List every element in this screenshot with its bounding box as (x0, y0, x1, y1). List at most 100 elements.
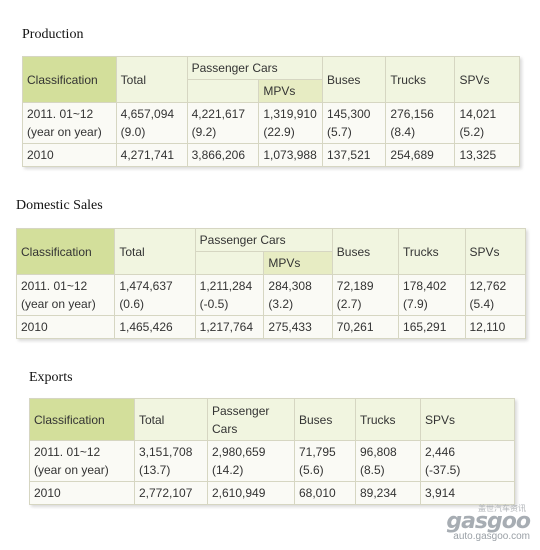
table-cell: 2010 (22, 143, 117, 167)
table-cell: (0.6) (119, 297, 144, 311)
table-row: 2010 1,465,426 1,217,764 275,433 70,261 … (15, 315, 526, 339)
table-row: 2011. 01~12 (year on year) 1,474,637 (0.6)… (15, 274, 526, 316)
header-classification: Classification (29, 398, 135, 441)
table-cell: 68,010 (294, 481, 356, 505)
table-cell: (year on year) (34, 463, 109, 477)
table-cell: (9.0) (120, 125, 146, 139)
header-spvs: SPVs (464, 228, 526, 275)
domestic-title: Domestic Sales (16, 198, 103, 213)
table-cell: 1,217,764 (194, 315, 265, 339)
domestic-table: Classification Total Passenger Cars Buse… (15, 228, 526, 339)
table-cell: (8.5) (360, 463, 385, 477)
table-cell: (-37.5) (425, 463, 461, 477)
table-cell: 3,151,708 (139, 445, 193, 459)
header-classification: Classification (22, 56, 117, 103)
table-cell: 70,261 (331, 315, 400, 339)
table-cell: 145,300 (5.7) (322, 102, 387, 144)
table-cell: (year on year) (21, 297, 96, 311)
table-cell: 12,110 (464, 315, 526, 339)
table-cell (186, 79, 260, 103)
header-trucks: Trucks (385, 56, 456, 103)
header-mpvs: MPVs (263, 251, 333, 275)
table-cell: 2011. 01~12 (27, 107, 94, 121)
table-cell: 2011. 01~12 (year on year) (29, 440, 135, 482)
table-cell: 4,221,617 (191, 107, 245, 121)
table-cell: (8.4) (390, 125, 416, 139)
table-cell: 4,271,741 (115, 143, 188, 167)
header-passenger-cars: Passenger Cars (194, 228, 333, 252)
table-cell: (5.2) (459, 125, 485, 139)
table-cell: Passenger (212, 403, 270, 418)
table-cell: 2011. 01~12 (year on year) (22, 102, 117, 144)
production-title: Production (22, 27, 84, 42)
table-cell: 4,657,094 (9.0) (115, 102, 188, 144)
table-cell: 2011. 01~12 (34, 445, 101, 459)
table-cell: (22.9) (263, 125, 295, 139)
table-cell: 284,308 (268, 279, 312, 293)
table-cell: (14.2) (212, 463, 244, 477)
header-spvs: SPVs (420, 398, 515, 441)
table-cell: 72,189 (336, 279, 374, 293)
table-cell: 276,156 (390, 107, 434, 121)
table-cell: 2011. 01~12 (year on year) (15, 274, 116, 316)
table-cell: 14,021 (459, 107, 497, 121)
watermark-brand: gasgoo (446, 509, 531, 534)
table-cell: 1,211,284 (199, 279, 253, 293)
header-spvs: SPVs (454, 56, 520, 103)
table-cell (194, 251, 265, 275)
table-cell: 1,319,910 (22.9) (258, 102, 324, 144)
table-row: 2010 4,271,741 3,866,206 1,073,988 137,5… (22, 143, 520, 167)
table-cell: 72,189 (2.7) (331, 274, 400, 316)
table-cell: 4,657,094 (120, 107, 175, 121)
table-cell: 1,073,988 (258, 143, 324, 167)
table-cell: 2,980,659 (212, 445, 266, 459)
table-cell: 2,772,107 (134, 481, 208, 505)
table-cell: 178,402 (7.9) (398, 274, 466, 316)
header-total: Total (134, 398, 208, 441)
table-cell: (9.2) (191, 125, 217, 139)
table-cell: 2,446 (425, 445, 456, 459)
table-cell: 145,300 (327, 107, 371, 121)
header-buses: Buses (294, 398, 356, 441)
table-cell: Cars (212, 421, 238, 436)
table-cell: 2010 (15, 315, 116, 339)
table-cell: 1,465,426 (114, 315, 196, 339)
table-cell: 275,433 (263, 315, 333, 339)
header-total: Total (115, 56, 188, 103)
watermark-cn: 盖世汽车资讯 (478, 504, 526, 513)
table-cell: 96,808 (360, 445, 397, 459)
table-cell: 2,446 (-37.5) (420, 440, 515, 482)
table-cell: 71,795 (5.6) (294, 440, 356, 482)
table-cell: 3,866,206 (186, 143, 260, 167)
table-cell: 178,402 (403, 279, 447, 293)
table-cell: (13.7) (139, 463, 171, 477)
header-total: Total (114, 228, 196, 275)
header-classification: Classification (15, 228, 116, 275)
table-cell: 1,211,284 (-0.5) (194, 274, 265, 316)
header-trucks: Trucks (355, 398, 421, 441)
table-cell: 2010 (29, 481, 135, 505)
table-cell: (5.4) (469, 297, 495, 311)
table-cell: 1,474,637 (119, 279, 173, 293)
table-cell: 13,325 (454, 143, 520, 167)
table-cell: 254,689 (385, 143, 456, 167)
table-cell: (5.6) (299, 463, 324, 477)
table-row: 2011. 01~12 (year on year) 3,151,708 (13.7… (29, 440, 515, 482)
table-cell: 2,980,659 (14.2) (207, 440, 295, 482)
table-cell: 96,808 (8.5) (355, 440, 421, 482)
table-cell: 276,156 (8.4) (385, 102, 456, 144)
header-buses: Buses (322, 56, 387, 103)
table-cell: 14,021 (5.2) (454, 102, 520, 144)
table-cell: 2011. 01~12 (21, 279, 88, 293)
table-cell: 4,221,617 (9.2) (186, 102, 260, 144)
table-cell: 3,151,708 (13.7) (134, 440, 208, 482)
header-passenger-cars: Passenger Cars (207, 398, 295, 441)
table-cell: 3,914 (420, 481, 515, 505)
table-cell: (year on year) (27, 125, 102, 139)
exports-table: Classification Total Passenger Cars Buses… (29, 398, 515, 505)
table-cell: (7.9) (403, 297, 428, 311)
production-table: Classification Total Passenger Cars Buse… (22, 56, 520, 167)
header-buses: Buses (331, 228, 400, 275)
table-cell: 12,762 (5.4) (464, 274, 526, 316)
exports-title: Exports (29, 370, 73, 385)
